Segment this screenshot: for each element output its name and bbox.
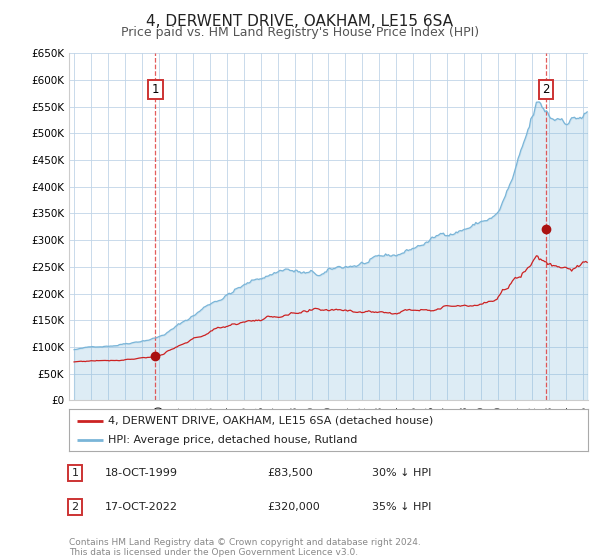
Text: HPI: Average price, detached house, Rutland: HPI: Average price, detached house, Rutl… xyxy=(108,435,358,445)
Text: 18-OCT-1999: 18-OCT-1999 xyxy=(105,468,178,478)
Text: Price paid vs. HM Land Registry's House Price Index (HPI): Price paid vs. HM Land Registry's House … xyxy=(121,26,479,39)
Text: Contains HM Land Registry data © Crown copyright and database right 2024.
This d: Contains HM Land Registry data © Crown c… xyxy=(69,538,421,557)
Text: £320,000: £320,000 xyxy=(267,502,320,512)
Text: 4, DERWENT DRIVE, OAKHAM, LE15 6SA: 4, DERWENT DRIVE, OAKHAM, LE15 6SA xyxy=(146,14,454,29)
Text: 4, DERWENT DRIVE, OAKHAM, LE15 6SA (detached house): 4, DERWENT DRIVE, OAKHAM, LE15 6SA (deta… xyxy=(108,416,433,426)
Text: 30% ↓ HPI: 30% ↓ HPI xyxy=(372,468,431,478)
Text: 2: 2 xyxy=(71,502,79,512)
Text: 2: 2 xyxy=(542,83,550,96)
Text: 17-OCT-2022: 17-OCT-2022 xyxy=(105,502,178,512)
Text: £83,500: £83,500 xyxy=(267,468,313,478)
Text: 35% ↓ HPI: 35% ↓ HPI xyxy=(372,502,431,512)
Text: 1: 1 xyxy=(152,83,159,96)
Text: 1: 1 xyxy=(71,468,79,478)
